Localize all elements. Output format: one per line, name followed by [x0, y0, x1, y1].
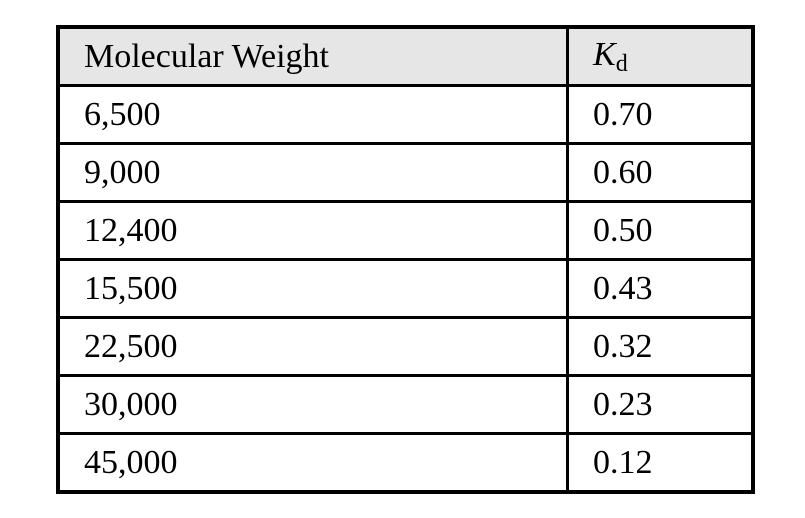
table-row: 15,500 0.43	[56, 258, 755, 319]
table-row: 45,000 0.12	[56, 432, 755, 494]
kd-cell: 0.60	[566, 142, 755, 203]
mw-cell: 6,500	[56, 84, 569, 145]
col-header-kd: Kd	[566, 25, 755, 87]
table-container: Molecular Weight Kd 6,500 0.70 9,000 0.6…	[56, 25, 755, 494]
col-header-molecular-weight: Molecular Weight	[56, 25, 569, 87]
table-row: 9,000 0.60	[56, 142, 755, 203]
mw-cell: 9,000	[56, 142, 569, 203]
header-row: Molecular Weight Kd	[56, 25, 755, 87]
table-row: 30,000 0.23	[56, 374, 755, 435]
mw-cell: 22,500	[56, 316, 569, 377]
kd-cell: 0.23	[566, 374, 755, 435]
kd-cell: 0.32	[566, 316, 755, 377]
kd-cell: 0.70	[566, 84, 755, 145]
kd-symbol: K	[593, 35, 616, 73]
mw-cell: 45,000	[56, 432, 569, 494]
kd-subscript: d	[615, 50, 628, 77]
table-row: 12,400 0.50	[56, 200, 755, 261]
kd-cell: 0.50	[566, 200, 755, 261]
mw-cell: 12,400	[56, 200, 569, 261]
molecular-weight-kd-table: Molecular Weight Kd 6,500 0.70 9,000 0.6…	[56, 25, 755, 494]
kd-cell: 0.12	[566, 432, 755, 494]
mw-cell: 15,500	[56, 258, 569, 319]
table-row: 6,500 0.70	[56, 84, 755, 145]
kd-cell: 0.43	[566, 258, 755, 319]
table-row: 22,500 0.32	[56, 316, 755, 377]
molecular-weight-header-label: Molecular Weight	[84, 37, 329, 75]
mw-cell: 30,000	[56, 374, 569, 435]
